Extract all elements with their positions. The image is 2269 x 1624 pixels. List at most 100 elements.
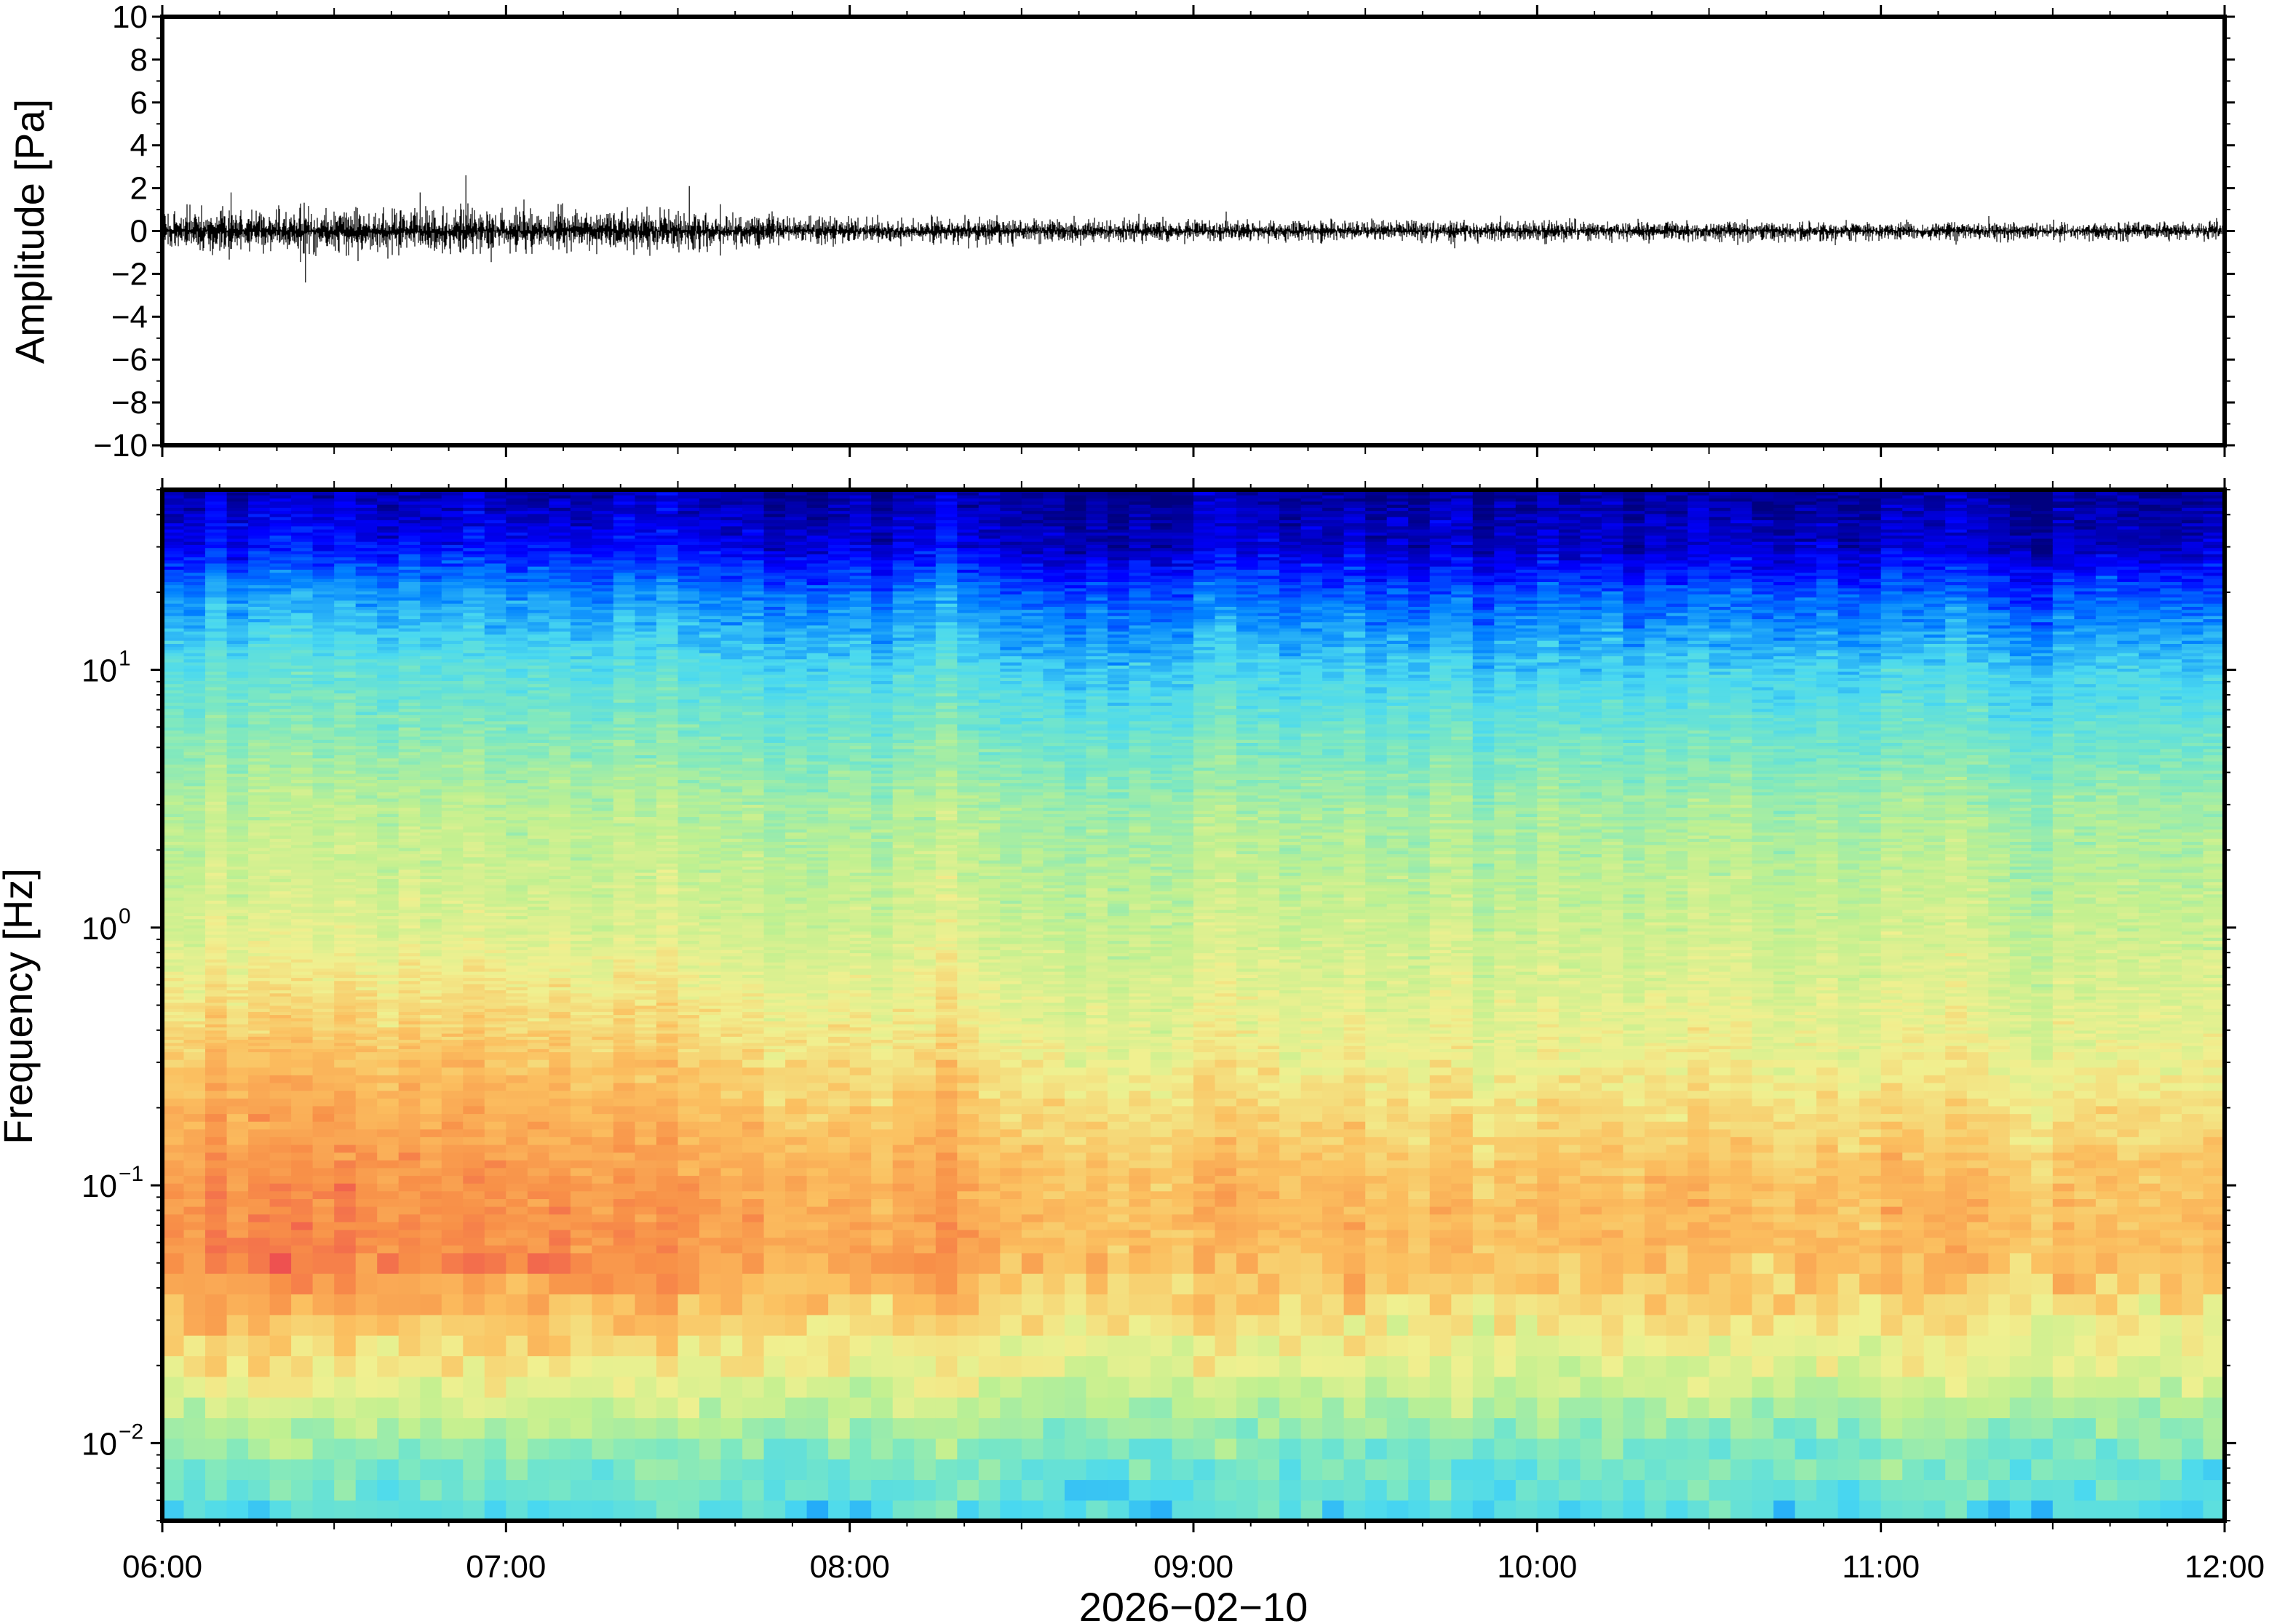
spectrogram-cell bbox=[527, 980, 550, 984]
spectrogram-cell bbox=[355, 560, 378, 564]
spectrogram-cell bbox=[205, 795, 228, 799]
spectrogram-cell bbox=[463, 698, 485, 703]
spectrogram-cell bbox=[355, 701, 378, 706]
spectrogram-cell bbox=[398, 1045, 421, 1049]
spectrogram-cell bbox=[527, 1397, 550, 1419]
spectrogram-cell bbox=[506, 609, 528, 613]
spectrogram-cell bbox=[506, 785, 528, 789]
spectrogram-cell bbox=[441, 816, 464, 821]
spectrogram-cell bbox=[355, 1024, 378, 1028]
spectrogram-cell bbox=[377, 1039, 400, 1043]
spectrogram-cell bbox=[506, 1245, 528, 1254]
spectrogram-cell bbox=[205, 733, 228, 737]
spectrogram-cell bbox=[527, 1190, 550, 1199]
spectrogram-cell bbox=[420, 788, 442, 792]
spectrogram-cell bbox=[312, 807, 335, 811]
spectrogram-cell bbox=[205, 934, 228, 938]
spectrogram-cell bbox=[248, 683, 271, 688]
spectrogram-cell bbox=[592, 698, 614, 703]
spectrogram-cell bbox=[183, 888, 206, 892]
spectrogram-cell bbox=[592, 1376, 614, 1398]
spectrogram-cell bbox=[527, 742, 550, 747]
spectrogram-cell bbox=[162, 1082, 185, 1091]
spectrogram-cell bbox=[334, 525, 357, 530]
spectrogram-cell bbox=[484, 1113, 507, 1122]
spectrogram-cell bbox=[226, 1137, 249, 1145]
spectrogram-cell bbox=[420, 1245, 442, 1254]
spectrogram-cell bbox=[226, 507, 249, 512]
spectrogram-cell bbox=[312, 624, 335, 629]
spectrogram-cell bbox=[420, 856, 442, 861]
spectrogram-cell bbox=[248, 980, 271, 984]
spectrogram-cell bbox=[183, 609, 206, 613]
spectrogram-cell bbox=[441, 760, 464, 765]
spectrogram-cell bbox=[291, 934, 314, 938]
spectrogram-cell bbox=[183, 962, 206, 966]
spectrogram-cell bbox=[355, 816, 378, 821]
spectrogram-cell bbox=[506, 572, 528, 576]
spectrogram-cell bbox=[162, 940, 185, 944]
spectrogram-cell bbox=[226, 621, 249, 626]
spectrogram-cell bbox=[334, 995, 357, 1000]
spectrogram-cell bbox=[549, 925, 571, 929]
spectrogram-cell bbox=[613, 581, 636, 586]
spectrogram-cell bbox=[226, 807, 249, 811]
spectrogram-cell bbox=[463, 501, 485, 505]
spectrogram-cell bbox=[420, 832, 442, 836]
amplitude-tick-label: 8 bbox=[130, 42, 148, 78]
spectrogram-cell bbox=[183, 757, 206, 762]
spectrogram-cell bbox=[334, 1048, 357, 1053]
spectrogram-cell bbox=[484, 516, 507, 520]
spectrogram-cell bbox=[463, 863, 485, 867]
spectrogram-cell bbox=[183, 1030, 206, 1034]
spectrogram-cell bbox=[527, 535, 550, 539]
spectrogram-cell bbox=[441, 602, 464, 607]
spectrogram-cell bbox=[205, 891, 228, 895]
spectrogram-cell bbox=[291, 739, 314, 743]
spectrogram-cell bbox=[334, 983, 357, 987]
spectrogram-cell bbox=[355, 618, 378, 623]
spectrogram-cell bbox=[355, 1294, 378, 1315]
spectrogram-cell bbox=[420, 955, 442, 960]
spectrogram-cell bbox=[183, 726, 206, 731]
spectrogram-cell bbox=[570, 680, 593, 685]
spectrogram-cell bbox=[441, 646, 464, 650]
spectrogram-cell bbox=[248, 1222, 271, 1230]
spectrogram-cell bbox=[355, 906, 378, 910]
spectrogram-cell bbox=[226, 999, 249, 1003]
spectrogram-cell bbox=[570, 615, 593, 619]
spectrogram-cell bbox=[463, 757, 485, 762]
spectrogram-cell bbox=[183, 1252, 206, 1274]
spectrogram-cell bbox=[527, 832, 550, 836]
spectrogram-cell bbox=[226, 792, 249, 796]
spectrogram-cell bbox=[162, 903, 185, 907]
spectrogram-cell bbox=[549, 1479, 571, 1501]
spectrogram-cell bbox=[226, 1042, 249, 1046]
spectrogram-cell bbox=[355, 884, 378, 888]
spectrogram-cell bbox=[334, 590, 357, 594]
spectrogram-cell bbox=[162, 950, 185, 954]
spectrogram-cell bbox=[549, 1175, 571, 1184]
spectrogram-cell bbox=[226, 1214, 249, 1222]
spectrogram-cell bbox=[592, 1334, 614, 1356]
spectrogram-cell bbox=[248, 1160, 271, 1169]
spectrogram-cell bbox=[183, 646, 206, 650]
spectrogram-cell bbox=[463, 760, 485, 765]
spectrogram-cell bbox=[420, 1137, 442, 1145]
spectrogram-cell bbox=[355, 723, 378, 728]
spectrogram-cell bbox=[248, 900, 271, 904]
spectrogram-cell bbox=[527, 532, 550, 536]
spectrogram-cell bbox=[248, 726, 271, 731]
spectrogram-cell bbox=[484, 1356, 507, 1377]
spectrogram-cell bbox=[570, 856, 593, 861]
spectrogram-cell bbox=[527, 909, 550, 913]
spectrogram-cell bbox=[592, 853, 614, 858]
spectrogram-cell bbox=[205, 1356, 228, 1377]
spectrogram-cell bbox=[226, 671, 249, 675]
spectrogram-cell bbox=[570, 822, 593, 827]
spectrogram-cell bbox=[334, 668, 357, 672]
spectrogram-cell bbox=[269, 950, 292, 954]
spectrogram-cell bbox=[613, 773, 636, 777]
spectrogram-cell bbox=[613, 565, 636, 570]
spectrogram-cell bbox=[312, 965, 335, 969]
